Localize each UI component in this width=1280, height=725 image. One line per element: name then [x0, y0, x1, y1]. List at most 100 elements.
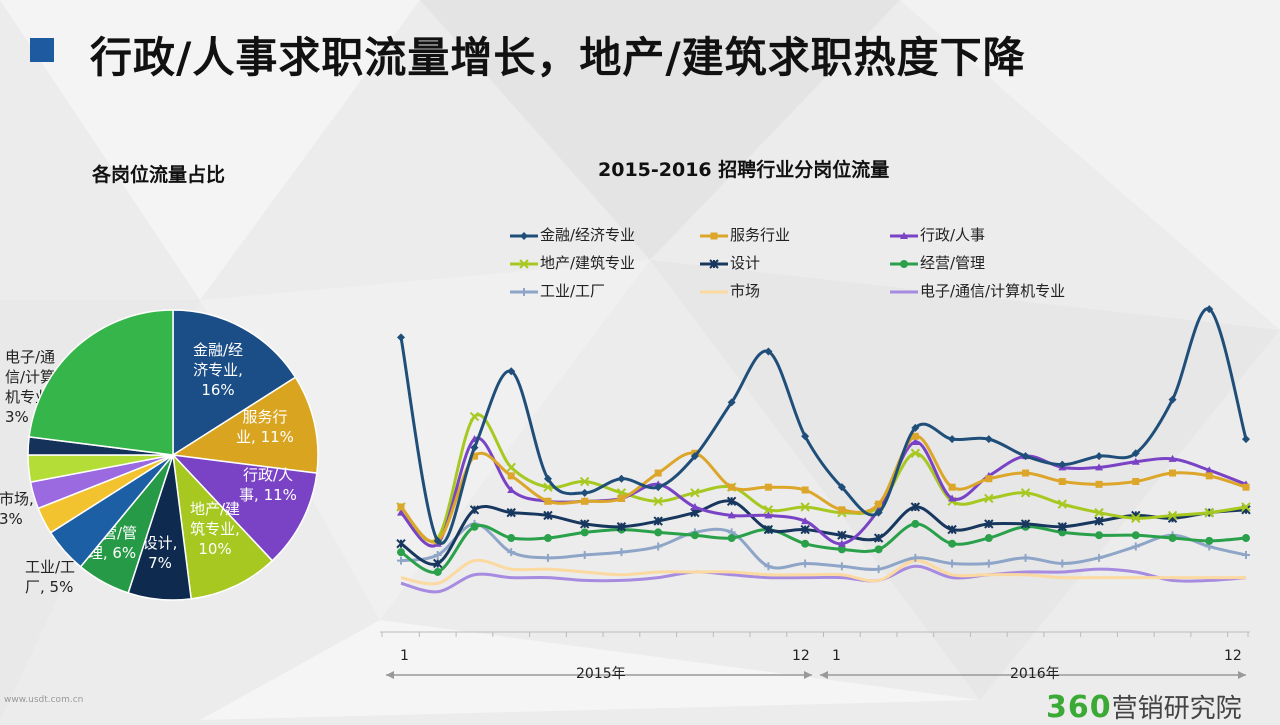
pie-slice [170, 376, 319, 475]
data-point-marker [837, 539, 846, 547]
series-line [400, 558, 1246, 586]
data-point-marker [396, 538, 406, 549]
legend-swatch-icon [510, 258, 538, 269]
data-point-marker [948, 559, 957, 568]
pie-slice [171, 453, 318, 562]
data-point-marker [763, 524, 774, 535]
data-point-marker [1095, 452, 1104, 461]
data-point-marker [1058, 460, 1067, 469]
x-tick-label: 1 [832, 648, 841, 664]
data-point-marker [837, 562, 846, 571]
data-point-marker [690, 531, 699, 540]
data-point-marker [507, 548, 516, 557]
data-point-marker [1242, 483, 1250, 491]
legend-label: 市场 [730, 282, 761, 300]
legend-swatch-icon [700, 290, 728, 293]
data-point-marker [948, 435, 957, 444]
data-point-marker [507, 367, 516, 376]
x-tick-label: 1 [400, 648, 409, 664]
x-tick-label: 12 [792, 648, 810, 664]
data-point-marker [397, 333, 405, 342]
data-point-marker [520, 287, 528, 296]
data-point-marker [1132, 478, 1140, 486]
data-point-marker [1204, 507, 1214, 518]
legend-item: 电子/通信/计算机专业 [890, 278, 1065, 304]
pie-label: 服务行业, 11% [236, 408, 294, 446]
data-point-marker [1205, 305, 1214, 314]
data-point-marker [727, 511, 736, 519]
line-chart [380, 305, 1251, 679]
data-point-marker [800, 524, 810, 535]
data-point-marker [911, 519, 920, 528]
watermark: www.usdt.com.cn [4, 695, 84, 705]
pie-label: 市场, 3% [0, 490, 34, 528]
data-point-marker [1094, 507, 1104, 518]
legend-item: 工业/工厂 [510, 278, 605, 304]
data-point-marker [690, 452, 699, 461]
data-point-marker [947, 524, 957, 535]
data-point-marker [397, 548, 405, 557]
pie-label: 设计, 7% [143, 534, 178, 572]
data-point-marker [616, 522, 627, 532]
data-point-marker [433, 558, 443, 569]
data-point-marker [764, 483, 772, 491]
data-point-marker [519, 258, 529, 269]
pie-slice [172, 309, 297, 457]
data-point-marker [948, 483, 956, 491]
data-point-marker [710, 232, 718, 239]
data-point-marker [900, 259, 908, 268]
data-point-marker [1058, 528, 1067, 537]
data-point-marker [469, 505, 480, 515]
data-point-marker [984, 493, 994, 504]
series-line [399, 434, 1247, 544]
data-point-marker [1058, 478, 1066, 486]
data-point-marker [470, 452, 478, 460]
data-point-marker [1094, 516, 1104, 526]
legend-item: 经营/管理 [890, 250, 985, 276]
data-point-marker [1242, 435, 1250, 444]
year-range-arrow [820, 671, 1246, 679]
data-point-marker [653, 496, 663, 507]
data-point-marker [397, 508, 405, 516]
legend-label: 地产/建筑专业 [540, 254, 636, 272]
data-point-marker [1095, 531, 1104, 540]
data-point-marker [837, 530, 847, 540]
x-tick-label: 12 [1224, 648, 1242, 664]
series-line [400, 564, 1247, 594]
data-point-marker [910, 448, 921, 458]
data-point-marker [654, 469, 662, 477]
data-point-marker [617, 548, 626, 557]
data-point-marker [397, 503, 405, 511]
data-point-marker [1058, 559, 1067, 568]
series-line [399, 436, 1247, 548]
legend-label: 电子/通信/计算机专业 [920, 282, 1066, 300]
data-point-marker [520, 231, 528, 240]
x-group-label-2016: 2016年 [1010, 666, 1060, 682]
data-point-marker [874, 565, 883, 574]
data-point-marker [507, 486, 516, 493]
data-point-marker [579, 476, 590, 487]
legend-label: 工业/工厂 [540, 282, 606, 300]
pie-label: 电子/通信/计算机专业, 3% [5, 348, 55, 426]
data-point-marker [543, 553, 552, 562]
data-point-marker [874, 545, 883, 554]
data-point-marker [579, 519, 590, 529]
pie-label: 地产/建筑专业, 10% [190, 500, 240, 558]
data-point-marker [1205, 466, 1214, 474]
legend-label: 行政/人事 [920, 226, 986, 244]
pie-title: 各岗位流量占比 [92, 164, 226, 186]
data-point-marker [1168, 534, 1177, 543]
data-point-marker [1205, 536, 1214, 545]
data-point-marker [1242, 551, 1250, 559]
data-point-marker [910, 502, 921, 512]
data-point-marker [1020, 488, 1031, 498]
data-point-marker [580, 488, 589, 497]
data-point-marker [544, 497, 552, 505]
data-point-marker [470, 522, 479, 531]
pie-label: 行政/人事, 11% [239, 466, 297, 504]
legend-label: 设计 [730, 254, 761, 272]
data-point-marker [801, 432, 810, 441]
x-group-label-2015: 2015年 [576, 666, 626, 682]
data-point-marker [433, 536, 442, 545]
data-point-marker [875, 500, 883, 508]
